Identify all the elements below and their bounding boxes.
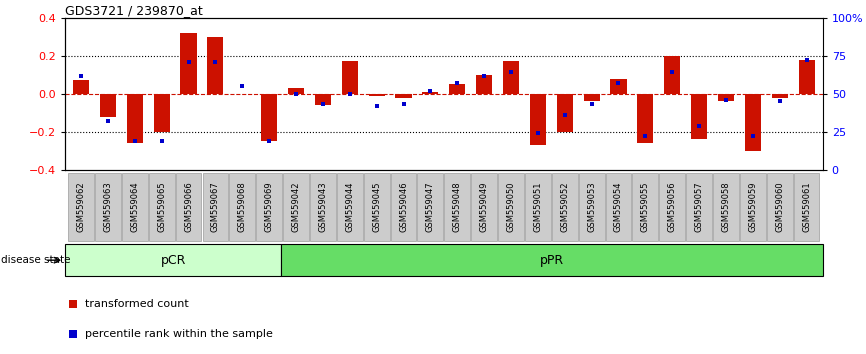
Text: GSM559054: GSM559054 — [614, 182, 623, 232]
Text: GSM559051: GSM559051 — [533, 182, 542, 232]
FancyBboxPatch shape — [176, 173, 202, 241]
Bar — [315, 94, 331, 105]
Text: GDS3721 / 239870_at: GDS3721 / 239870_at — [65, 4, 203, 17]
Text: pCR: pCR — [160, 254, 186, 267]
Text: GSM559047: GSM559047 — [426, 182, 435, 233]
Bar — [691, 94, 708, 139]
FancyBboxPatch shape — [417, 173, 443, 241]
Text: GSM559053: GSM559053 — [587, 182, 596, 233]
Bar — [637, 94, 654, 143]
Bar — [396, 94, 411, 98]
Bar — [718, 94, 734, 101]
Text: GSM559058: GSM559058 — [721, 182, 730, 233]
Bar — [100, 94, 116, 117]
FancyBboxPatch shape — [444, 173, 470, 241]
FancyBboxPatch shape — [391, 173, 417, 241]
FancyBboxPatch shape — [766, 173, 792, 241]
FancyBboxPatch shape — [203, 173, 229, 241]
Text: GSM559050: GSM559050 — [507, 182, 515, 232]
FancyBboxPatch shape — [229, 173, 255, 241]
Text: GSM559066: GSM559066 — [184, 182, 193, 233]
Text: GSM559046: GSM559046 — [399, 182, 408, 233]
Bar — [369, 94, 385, 96]
Text: GSM559042: GSM559042 — [292, 182, 301, 232]
FancyBboxPatch shape — [713, 173, 739, 241]
Text: GSM559059: GSM559059 — [748, 182, 758, 232]
FancyBboxPatch shape — [256, 173, 282, 241]
Bar — [798, 59, 815, 94]
Text: percentile rank within the sample: percentile rank within the sample — [85, 329, 273, 339]
Text: GSM559069: GSM559069 — [265, 182, 274, 233]
FancyBboxPatch shape — [364, 173, 390, 241]
Bar — [476, 75, 492, 94]
Text: pPR: pPR — [540, 254, 564, 267]
FancyBboxPatch shape — [122, 173, 148, 241]
FancyBboxPatch shape — [149, 173, 175, 241]
Text: transformed count: transformed count — [85, 299, 189, 309]
FancyBboxPatch shape — [65, 244, 281, 276]
Bar — [73, 80, 89, 94]
FancyBboxPatch shape — [68, 173, 94, 241]
Text: GSM559044: GSM559044 — [346, 182, 354, 232]
Bar — [207, 37, 223, 94]
Text: GSM559049: GSM559049 — [480, 182, 488, 232]
FancyBboxPatch shape — [310, 173, 336, 241]
Bar — [153, 94, 170, 132]
Bar — [126, 94, 143, 143]
Bar — [557, 94, 572, 132]
FancyBboxPatch shape — [552, 173, 578, 241]
FancyBboxPatch shape — [740, 173, 766, 241]
FancyBboxPatch shape — [281, 244, 823, 276]
Text: GSM559062: GSM559062 — [76, 182, 86, 233]
Text: GSM559048: GSM559048 — [453, 182, 462, 233]
FancyBboxPatch shape — [525, 173, 551, 241]
Bar — [342, 62, 358, 94]
Text: GSM559055: GSM559055 — [641, 182, 650, 232]
Bar — [423, 92, 438, 94]
Text: GSM559043: GSM559043 — [319, 182, 327, 233]
Text: GSM559067: GSM559067 — [211, 182, 220, 233]
FancyBboxPatch shape — [337, 173, 363, 241]
FancyBboxPatch shape — [632, 173, 658, 241]
Text: GSM559057: GSM559057 — [695, 182, 703, 233]
Bar — [745, 94, 761, 151]
FancyBboxPatch shape — [498, 173, 524, 241]
Bar — [180, 33, 197, 94]
Bar — [611, 79, 626, 94]
Text: GSM559064: GSM559064 — [130, 182, 139, 233]
Bar — [772, 94, 788, 98]
FancyBboxPatch shape — [95, 173, 121, 241]
Bar — [503, 62, 519, 94]
FancyBboxPatch shape — [283, 173, 309, 241]
Text: GSM559065: GSM559065 — [158, 182, 166, 233]
Text: disease state: disease state — [1, 255, 70, 265]
Bar — [449, 84, 465, 94]
Text: GSM559061: GSM559061 — [802, 182, 811, 233]
FancyBboxPatch shape — [471, 173, 497, 241]
FancyBboxPatch shape — [793, 173, 819, 241]
Text: GSM559063: GSM559063 — [103, 182, 113, 233]
Text: GSM559052: GSM559052 — [560, 182, 569, 232]
FancyBboxPatch shape — [686, 173, 712, 241]
FancyBboxPatch shape — [605, 173, 631, 241]
FancyBboxPatch shape — [659, 173, 685, 241]
Bar — [584, 94, 599, 101]
Bar — [530, 94, 546, 145]
Bar — [664, 56, 681, 94]
FancyBboxPatch shape — [578, 173, 604, 241]
Bar — [262, 94, 277, 141]
Text: GSM559056: GSM559056 — [668, 182, 676, 233]
Bar — [288, 88, 304, 94]
Text: GSM559060: GSM559060 — [775, 182, 785, 233]
Text: GSM559068: GSM559068 — [238, 182, 247, 233]
Text: GSM559045: GSM559045 — [372, 182, 381, 232]
